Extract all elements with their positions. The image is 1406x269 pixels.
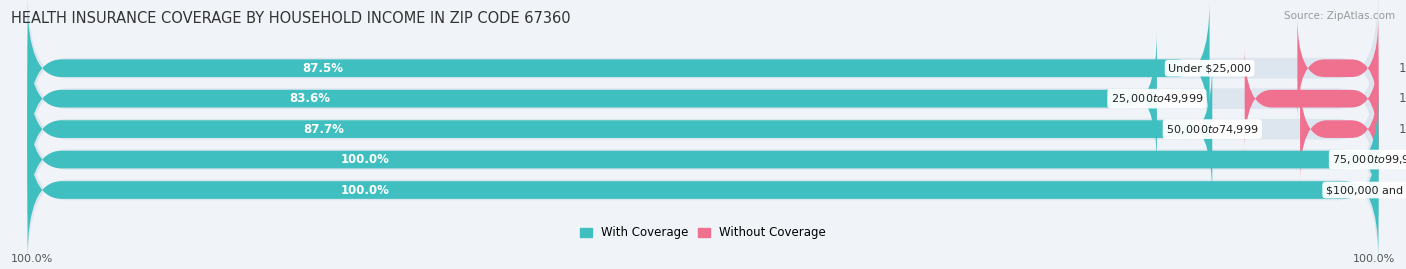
FancyBboxPatch shape [1301,77,1378,181]
Text: HEALTH INSURANCE COVERAGE BY HOUSEHOLD INCOME IN ZIP CODE 67360: HEALTH INSURANCE COVERAGE BY HOUSEHOLD I… [11,11,571,26]
FancyBboxPatch shape [28,123,1378,257]
Text: 100.0%: 100.0% [340,183,389,197]
Text: 100.0%: 100.0% [1353,254,1395,264]
FancyBboxPatch shape [28,92,1378,227]
Text: 87.5%: 87.5% [302,62,343,75]
Text: $50,000 to $74,999: $50,000 to $74,999 [1166,123,1258,136]
Text: $75,000 to $99,999: $75,000 to $99,999 [1333,153,1406,166]
Text: Source: ZipAtlas.com: Source: ZipAtlas.com [1284,11,1395,21]
FancyBboxPatch shape [28,79,1378,240]
Text: 87.7%: 87.7% [304,123,344,136]
FancyBboxPatch shape [28,18,1378,180]
Text: 12.5%: 12.5% [1399,62,1406,75]
Text: 100.0%: 100.0% [340,153,389,166]
FancyBboxPatch shape [28,62,1212,196]
FancyBboxPatch shape [1298,16,1378,120]
FancyBboxPatch shape [28,109,1378,269]
FancyBboxPatch shape [28,31,1157,166]
Text: $25,000 to $49,999: $25,000 to $49,999 [1111,92,1204,105]
FancyBboxPatch shape [1244,47,1378,151]
FancyBboxPatch shape [28,1,1209,136]
Text: 12.3%: 12.3% [1399,123,1406,136]
Text: 100.0%: 100.0% [11,254,53,264]
Legend: With Coverage, Without Coverage: With Coverage, Without Coverage [579,226,827,239]
Text: 16.4%: 16.4% [1399,92,1406,105]
FancyBboxPatch shape [28,48,1378,210]
Text: 83.6%: 83.6% [290,92,330,105]
FancyBboxPatch shape [28,0,1378,149]
Text: $100,000 and over: $100,000 and over [1326,185,1406,195]
Text: Under $25,000: Under $25,000 [1168,63,1251,73]
